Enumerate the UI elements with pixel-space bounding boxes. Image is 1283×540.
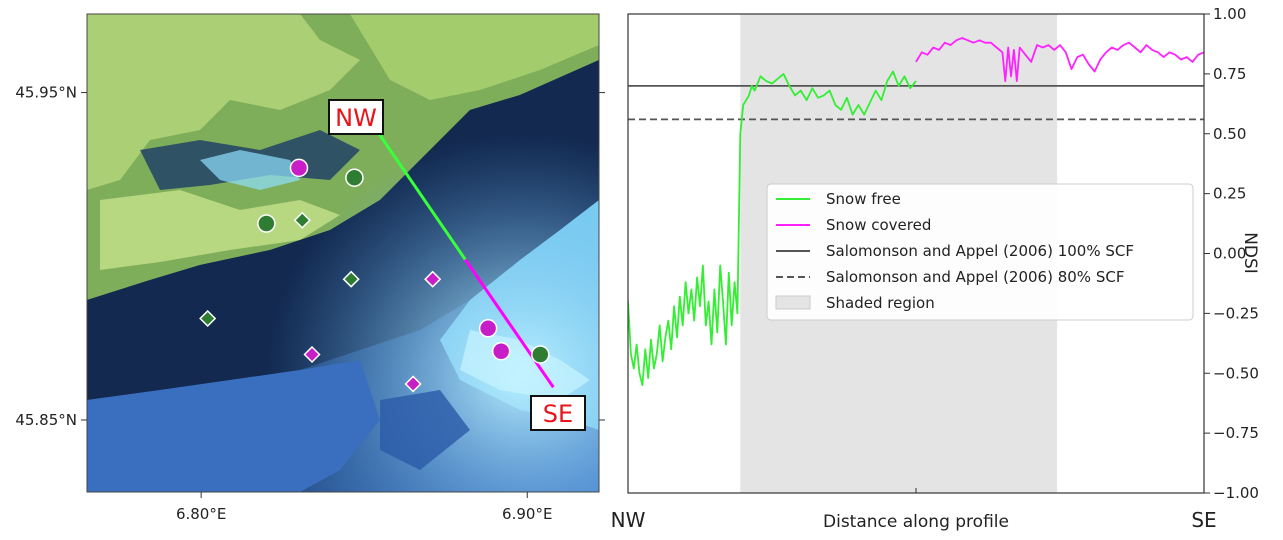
profile-segment-snow-covered <box>464 258 555 389</box>
y-tick-label: 0.50 <box>1213 125 1246 143</box>
legend: Snow free Snow covered Salomonson and Ap… <box>766 183 1194 321</box>
y-tick-label: 0.25 <box>1213 185 1246 203</box>
y-tick-label: 0.00 <box>1213 245 1246 263</box>
map-ytick-label: 45.95°N <box>15 84 77 102</box>
snow-covered-circle-marker <box>491 341 511 361</box>
legend-label-snow-free: Snow free <box>826 190 901 208</box>
legend-label-scf-80: Salomonson and Appel (2006) 80% SCF <box>826 268 1124 286</box>
snow-covered-diamond-marker <box>303 345 321 364</box>
legend-item-scf-100: Salomonson and Appel (2006) 100% SCF <box>776 242 1134 260</box>
map-xtick-label: 6.90°E <box>502 505 552 523</box>
nw-label: NW <box>335 104 377 132</box>
map-ytick-label: 45.85°N <box>15 411 77 429</box>
y-tick-label: 1.00 <box>1213 5 1246 23</box>
legend-item-shaded: Shaded region <box>775 294 935 312</box>
snow-free-circle-marker <box>257 214 276 233</box>
se-callout: SE <box>530 395 586 431</box>
snow-free-diamond-marker <box>199 309 217 328</box>
legend-item-scf-80: Salomonson and Appel (2006) 80% SCF <box>776 268 1124 286</box>
satellite-image <box>87 14 599 492</box>
profile-chart: 1.00 0.75 0.50 0.25 0.00 −0.25 −0.50 −0.75 −1.00… <box>611 5 1260 532</box>
x-end-label: SE <box>1191 508 1216 532</box>
profile-segment-snow-free <box>362 111 467 261</box>
map-frame <box>86 13 600 493</box>
sample-markers <box>199 158 550 393</box>
nw-callout: NW <box>328 99 384 135</box>
snow-free-circle-marker <box>531 345 550 364</box>
y-tick-label: −0.50 <box>1213 364 1259 382</box>
map-axis-ticks: 45.95°N 45.85°N 6.80°E 6.90°E <box>15 84 605 523</box>
y-tick-label: 0.75 <box>1213 65 1246 83</box>
legend-label-scf-100: Salomonson and Appel (2006) 100% SCF <box>826 242 1134 260</box>
snow-covered-circle-marker <box>289 158 309 178</box>
map-panel: 45.95°N 45.85°N 6.80°E 6.90°E NW SE <box>15 13 605 523</box>
ndsi-series <box>628 37 1204 387</box>
y-tick-label: −0.25 <box>1213 304 1259 322</box>
snow-covered-line <box>915 37 1204 82</box>
y-tick-label: −1.00 <box>1213 484 1259 502</box>
y-tick-label: −0.75 <box>1213 424 1259 442</box>
x-start-label: NW <box>611 508 646 532</box>
legend-box <box>766 183 1194 321</box>
profile-line <box>362 111 555 389</box>
legend-label-snow-covered: Snow covered <box>826 216 931 234</box>
snow-free-line <box>628 70 917 387</box>
legend-swatch-shaded <box>775 295 811 310</box>
snow-free-circle-marker <box>345 168 364 187</box>
legend-item-snow-covered: Snow covered <box>776 216 931 234</box>
snow-covered-diamond-marker <box>404 375 422 393</box>
threshold-lines <box>628 84 1204 121</box>
snow-covered-circle-marker <box>478 319 498 338</box>
snow-free-diamond-marker <box>342 270 360 288</box>
y-axis-ticks: 1.00 0.75 0.50 0.25 0.00 −0.25 −0.50 −0.75 −1.00 <box>1204 5 1259 502</box>
snow-covered-diamond-marker <box>424 270 442 288</box>
legend-item-snow-free: Snow free <box>776 190 901 208</box>
map-xtick-label: 6.80°E <box>176 505 226 523</box>
y-axis-title: NDSI <box>1240 232 1260 274</box>
legend-label-shaded: Shaded region <box>826 294 935 312</box>
snow-free-diamond-marker <box>293 211 311 229</box>
se-label: SE <box>543 400 573 428</box>
x-axis-title: Distance along profile <box>823 512 1009 532</box>
